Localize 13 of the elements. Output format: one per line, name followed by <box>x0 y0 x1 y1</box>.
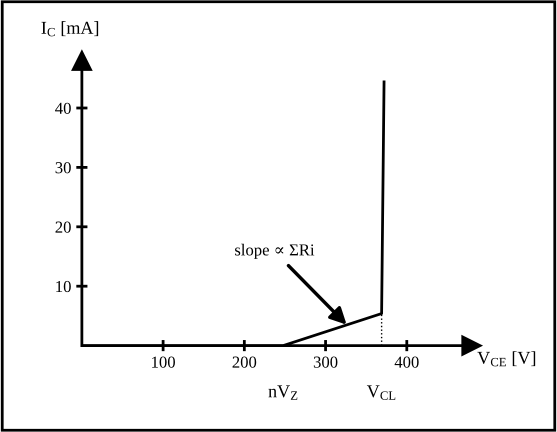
y-tick-label: 30 <box>56 162 71 174</box>
annotation: nV$_{Z}$ <box>268 385 298 400</box>
y-axis-title: I$_{C}$ [mA] <box>41 21 98 36</box>
annotation: slope ∝ ΣRi <box>235 244 314 259</box>
y-tick-label: 40 <box>55 102 71 114</box>
y-tick-label: 10 <box>56 280 71 292</box>
x-tick-label: 100 <box>152 356 175 368</box>
x-tick-label: 200 <box>232 356 256 368</box>
x-axis-title: V$_{CE}$ [V] <box>477 351 536 366</box>
x-tick-label: 300 <box>314 356 338 368</box>
annotation: V$_{CL}$ <box>366 385 396 400</box>
x-tick-label: 400 <box>394 356 419 368</box>
y-tick-label: 20 <box>56 222 71 233</box>
